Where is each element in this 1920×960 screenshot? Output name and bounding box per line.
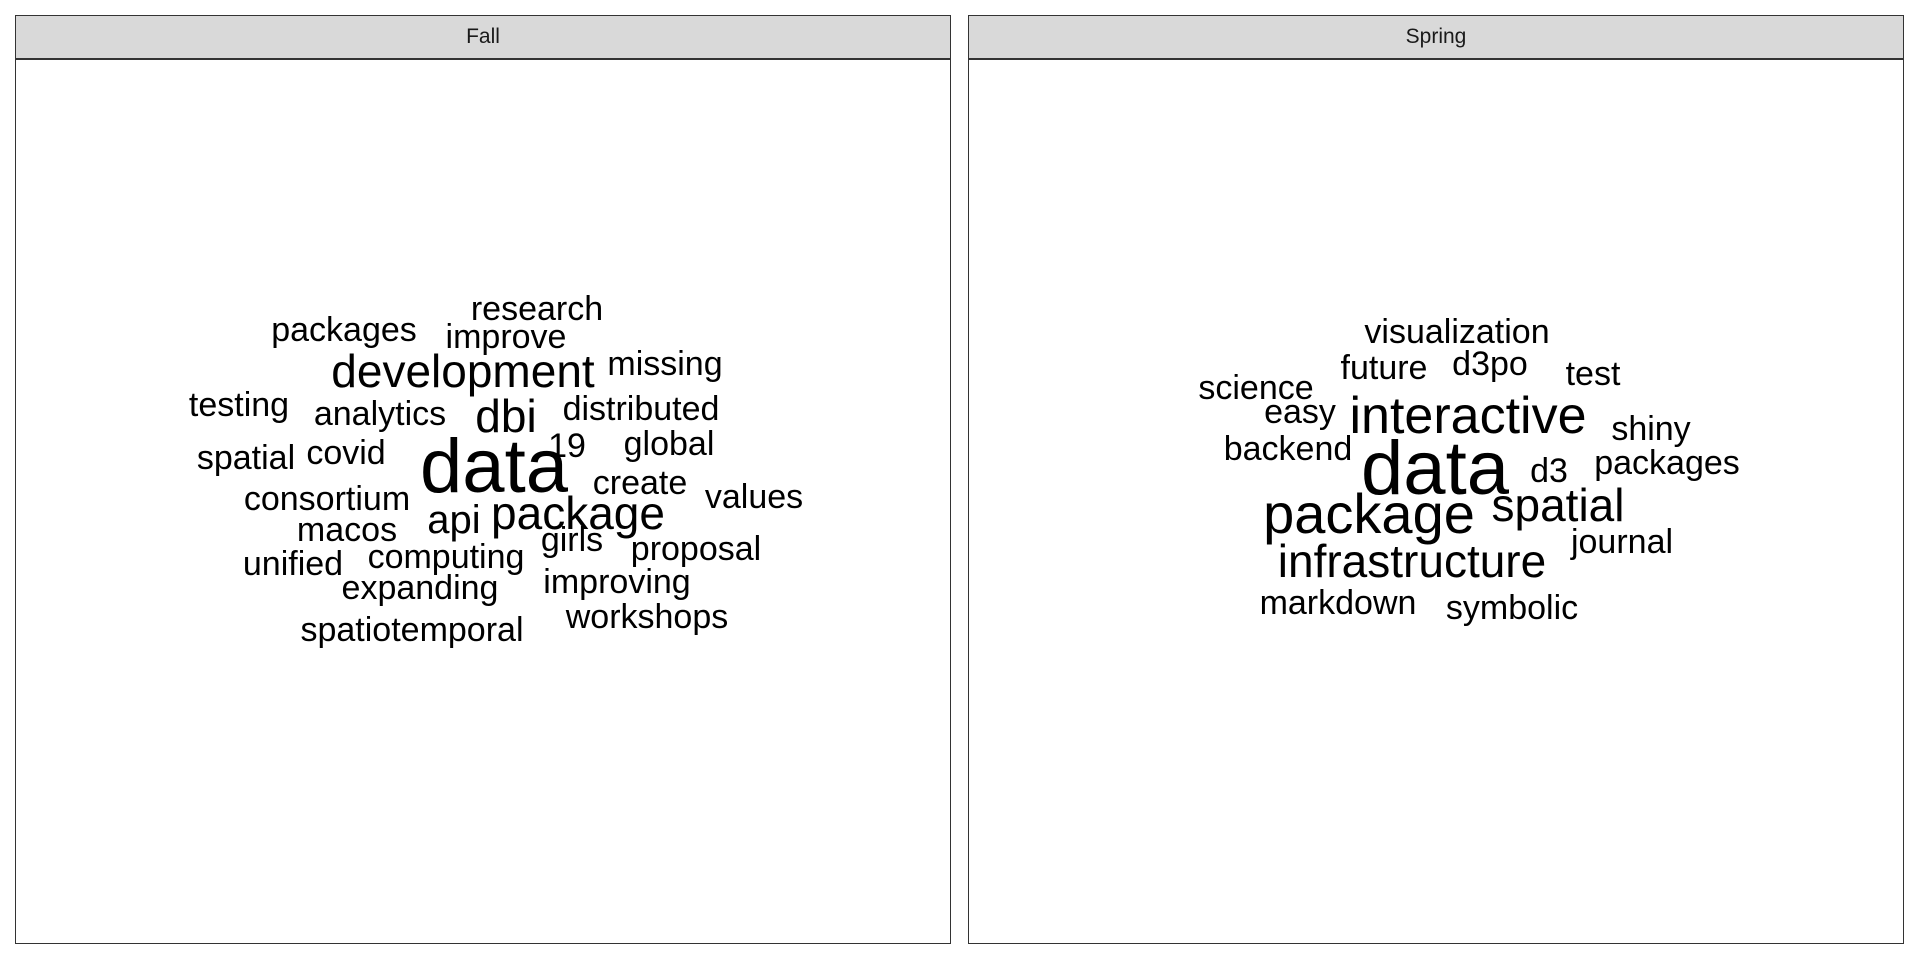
word-spring-visualization: visualization <box>1364 313 1550 351</box>
facet-strip-spring: Spring <box>969 16 1903 60</box>
word-fall-unified: unified <box>242 545 344 583</box>
word-fall-global: global <box>623 425 715 463</box>
word-fall-package: package <box>491 487 665 539</box>
word-fall-research: research <box>470 290 604 328</box>
word-fall-development: development <box>331 345 595 397</box>
word-fall-consortium: consortium <box>243 480 411 518</box>
word-spring-shiny: shiny <box>1611 410 1691 448</box>
word-fall-values: values <box>704 478 804 516</box>
facet-label-spring: Spring <box>1405 25 1467 48</box>
word-spring-spatial: spatial <box>1491 479 1625 531</box>
wordcloud-spring: data package interactive infrastructure spat… <box>969 60 1903 943</box>
word-fall-improve: improve <box>445 318 567 356</box>
word-fall-dbi: dbi <box>475 390 537 442</box>
word-spring-test: test <box>1565 355 1621 393</box>
word-spring-backend: backend <box>1223 430 1353 468</box>
word-spring-d3po: d3po <box>1452 345 1528 383</box>
word-fall-data: data <box>420 424 568 509</box>
word-fall-proposal: proposal <box>630 530 762 568</box>
word-fall-create: create <box>592 464 688 502</box>
word-spring-infrastructure: infrastructure <box>1277 535 1547 587</box>
word-fall-girls: girls <box>540 521 604 559</box>
panel-spring: Spring data package interactive infrastruct… <box>968 15 1904 944</box>
word-fall-analytics: analytics <box>313 395 447 433</box>
word-fall-testing: testing <box>188 386 290 424</box>
word-fall-covid: covid <box>306 434 386 472</box>
word-fall-expanding: expanding <box>341 569 499 607</box>
word-fall-macos: macos <box>296 511 398 549</box>
word-spring-packages: packages <box>1594 444 1740 482</box>
word-spring-symbolic: symbolic <box>1445 589 1579 627</box>
wordcloud-fall: data development dbi package api research impr… <box>16 60 950 943</box>
word-spring-data: data <box>1361 426 1509 511</box>
word-spring-future: future <box>1340 349 1428 387</box>
panel-fall: Fall data development dbi package api researc… <box>15 15 951 944</box>
word-fall-workshops: workshops <box>565 598 729 636</box>
word-fall-packages: packages <box>271 311 417 349</box>
word-fall-computing: computing <box>367 538 525 576</box>
word-fall-api: api <box>427 498 481 542</box>
word-fall-spatial: spatial <box>196 439 296 477</box>
word-fall-spatiotemporal: spatiotemporal <box>300 611 524 649</box>
word-fall-19: 19 <box>548 427 586 465</box>
word-spring-interactive: interactive <box>1349 387 1587 445</box>
word-fall-missing: missing <box>607 345 723 383</box>
word-spring-package: package <box>1263 482 1475 545</box>
word-spring-easy: easy <box>1264 393 1336 431</box>
word-spring-d3: d3 <box>1530 452 1568 490</box>
facet-label-fall: Fall <box>466 25 500 48</box>
facet-strip-fall: Fall <box>16 16 950 60</box>
word-fall-improving: improving <box>543 563 691 601</box>
word-spring-science: science <box>1198 369 1314 407</box>
word-spring-journal: journal <box>1570 523 1674 561</box>
word-fall-distributed: distributed <box>562 390 720 428</box>
word-spring-markdown: markdown <box>1259 584 1417 622</box>
